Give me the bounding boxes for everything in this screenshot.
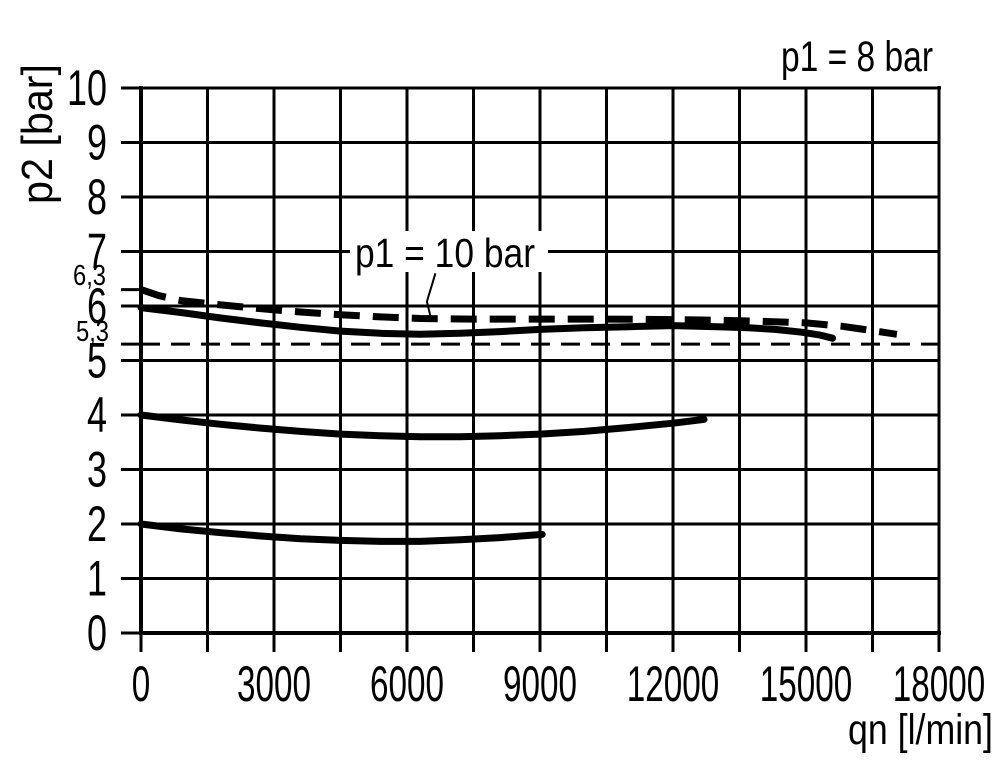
y-tick-label: 2 (87, 496, 107, 552)
grid-lines (141, 88, 939, 633)
curves (137, 286, 898, 545)
x-tick-label: 0 (132, 656, 151, 712)
y-tick-label: 1 (87, 551, 107, 607)
annotation-p1-10bar: p1 = 10 bar (355, 230, 535, 276)
curve-set-2bar (137, 520, 546, 545)
annotation-leader-line (425, 273, 437, 323)
x-tick-label: 18000 (893, 656, 986, 712)
curve-set-4bar (137, 411, 708, 441)
y-tick-label: 5 (87, 333, 107, 389)
y-tick-label: 3 (87, 442, 107, 498)
y-extra-label-5-3: 5,3 (76, 316, 109, 348)
curve-p1-10bar (139, 286, 898, 338)
y-tick-label: 10 (67, 60, 107, 116)
x-tick-label: 3000 (237, 656, 311, 712)
y-extra-label-6-3: 6,3 (73, 260, 106, 292)
y-tick-label: 6 (87, 278, 107, 334)
x-tick-label: 9000 (503, 656, 577, 712)
curve-p1-8bar-set-6bar (137, 304, 837, 342)
y-tick-label: 7 (87, 224, 107, 280)
chart-title-p1-8bar: p1 = 8 bar (781, 33, 933, 81)
x-tick-labels: 0 3000 6000 9000 12000 15000 18000 (132, 656, 986, 712)
y-axis-label: p2 [bar] (13, 64, 62, 204)
y-tick-label: 9 (87, 115, 107, 171)
y-tick-label: 4 (87, 387, 107, 443)
y-tick-label: 0 (87, 605, 107, 661)
x-tick-label: 15000 (760, 656, 853, 712)
x-tick-label: 12000 (627, 656, 720, 712)
y-tick-label: 8 (87, 169, 107, 225)
x-tick-label: 6000 (370, 656, 444, 712)
axis-ticks (121, 86, 941, 652)
annotation-mask (350, 231, 548, 272)
x-axis-label: qn [l/min] (848, 706, 993, 754)
